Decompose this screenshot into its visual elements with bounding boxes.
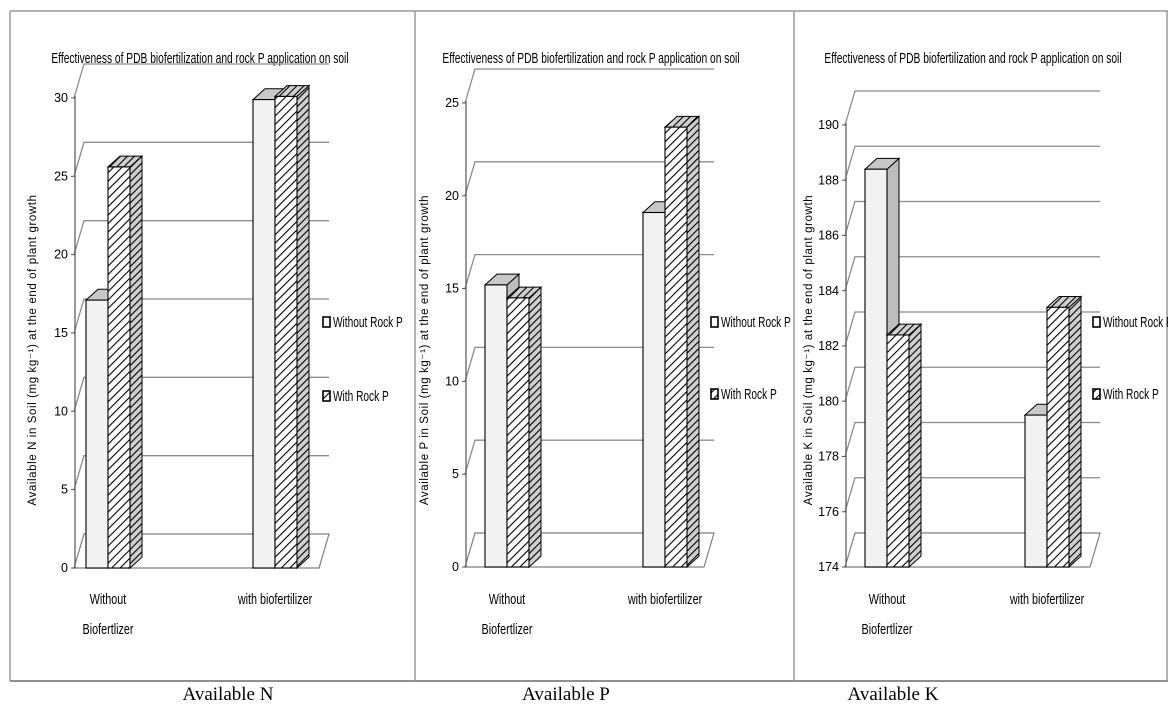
legend-label: Without Rock P [333,314,403,330]
chart-panel-available-p: Effectiveness of PDB biofertilization an… [419,50,791,637]
gridline [844,256,1100,291]
y-tick-label: 176 [818,505,839,519]
chart-floor [73,533,330,569]
bar-side [129,155,143,570]
bar-without-rock-p [642,211,666,568]
legend-swatch [322,316,331,328]
y-tick-label: 10 [54,404,68,418]
y-tick-label: 25 [54,169,68,183]
x-category-label: with biofertilizer [237,590,313,607]
bar-side [908,323,922,569]
bar-without-rock-p [864,168,888,568]
y-tick-label: 20 [445,189,459,203]
legend-label: Without Rock P [1103,314,1168,330]
x-category-label: Biofertlizer [482,620,533,637]
chart-title: Effectiveness of PDB biofertilization an… [51,50,348,66]
chart-title: Effectiveness of PDB biofertilization an… [824,50,1121,66]
bar-with-rock-p [664,126,688,568]
y-tick-label: 186 [818,229,839,243]
gridline [844,200,1100,236]
legend-swatch [1092,388,1101,400]
legend-label: With Rock P [333,388,389,404]
y-tick-label: 190 [818,118,839,132]
y-tick-label: 20 [54,248,68,262]
caption-row: Available N Available P Available K [0,684,1168,705]
bar-side [528,285,542,569]
y-tick-label: 174 [818,560,839,574]
y-tick-label: 10 [445,374,459,388]
x-category-label: with biofertilizer [1009,590,1085,607]
x-category-label: Biofertlizer [83,620,134,637]
y-tick-label: 15 [54,326,68,340]
x-category-label: Biofertlizer [862,620,913,637]
legend-label: With Rock P [1103,386,1159,402]
legend-swatch [710,388,719,400]
gridline [844,90,1100,126]
legend-swatch [710,316,719,328]
caption-available-p: Available P [522,684,610,705]
chart-panel-available-n: Effectiveness of PDB biofertilization an… [27,50,403,637]
legend-label: Without Rock P [721,314,791,330]
gridline [464,68,714,104]
gridline [464,253,714,289]
y-tick-label: 5 [61,483,68,497]
caption-available-k: Available K [847,684,939,705]
chart-title: Effectiveness of PDB biofertilization an… [442,50,739,66]
gridline [844,145,1100,181]
gridline [844,366,1100,402]
y-axis-label: Available P in Soil (mg kg⁻¹) at the end… [419,195,431,505]
bar-side [1068,295,1082,569]
x-category-label: Without [869,590,906,607]
bar-with-rock-p [506,297,530,568]
gridline [464,439,714,475]
gridline [844,311,1100,347]
bar-with-rock-p [1046,306,1070,568]
bar-without-rock-p [252,99,276,569]
bar-with-rock-p [107,166,131,569]
gridline [844,421,1100,457]
y-tick-label: 184 [818,284,839,298]
bar-side [686,115,700,569]
y-tick-label: 178 [818,450,839,464]
bar-without-rock-p [85,299,109,569]
legend-swatch [1092,316,1101,328]
gridline [73,376,329,412]
chart-floor [464,532,715,568]
y-tick-label: 25 [445,96,459,110]
gridline [73,63,329,99]
y-axis-label: Available K in Soil (mg kg⁻¹) at the end… [803,195,815,506]
y-tick-label: 188 [818,173,839,187]
y-tick-label: 0 [452,560,459,574]
gridline [464,346,714,382]
gridline [73,141,329,177]
y-tick-label: 5 [452,467,459,481]
x-category-label: with biofertilizer [627,590,703,607]
caption-available-n: Available N [182,684,274,705]
y-tick-label: 180 [818,394,839,408]
legend-label: With Rock P [721,386,777,402]
y-tick-label: 182 [818,339,839,353]
gridline [844,477,1100,512]
chart-floor [844,532,1101,568]
legend-swatch [322,390,331,402]
y-tick-label: 15 [445,282,459,296]
gridline [464,161,714,196]
chart-panel-available-k: Effectiveness of PDB biofertilization an… [803,50,1168,637]
gridline [73,455,329,490]
x-category-label: Without [90,590,127,607]
y-tick-label: 30 [54,91,68,105]
bar-with-rock-p [886,334,910,568]
bar-without-rock-p [484,284,508,568]
y-axis-label: Available N in Soil (mg kg⁻¹) at the end… [27,194,39,505]
gridline [73,220,329,255]
x-category-label: Without [489,590,526,607]
bar-without-rock-p [1024,414,1048,568]
bar-side [296,84,310,570]
bar-with-rock-p [274,95,298,569]
gridline [73,298,329,334]
y-tick-label: 0 [61,561,68,575]
